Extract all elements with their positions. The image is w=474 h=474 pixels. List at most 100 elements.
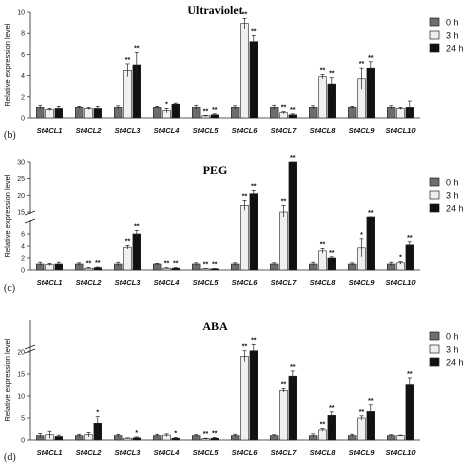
panel-label: (d) (4, 452, 16, 463)
category-label-st4cl4: St4CL4 (154, 448, 181, 457)
significance-mark: ** (281, 198, 287, 205)
bar-st4cl6-s2 (240, 23, 249, 119)
y-tick-label: 30 (17, 160, 25, 167)
y-tick-label: 15 (17, 372, 25, 379)
chart-panel-peg: 0 2 4 6 15 20 25 30 Relative expression level PEG… (3, 155, 464, 294)
significance-mark: ** (95, 260, 101, 267)
significance-mark: * (174, 430, 177, 437)
bar-st4cl8-s3 (327, 415, 336, 441)
category-label-st4cl3: St4CL3 (115, 126, 142, 135)
category-label-st4cl8: St4CL8 (310, 448, 337, 457)
significance-mark: * (360, 232, 363, 239)
bar-st4cl9-s3 (366, 216, 375, 271)
axis-break-mark (24, 218, 36, 224)
y-tick-label: 25 (17, 176, 25, 183)
panel-title: ABA (202, 319, 228, 333)
significance-mark: ** (251, 28, 257, 35)
bar-st4cl7-s3 (288, 375, 297, 441)
significance-mark: ** (251, 337, 257, 344)
legend-swatch-2 (429, 190, 440, 200)
category-label-st4cl6: St4CL6 (232, 448, 259, 457)
significance-mark: ** (212, 430, 218, 437)
category-label-st4cl3: St4CL3 (115, 448, 142, 457)
y-tick-label: 5 (21, 416, 25, 423)
axis-break-mark (24, 344, 36, 350)
y-tick-label: 10 (17, 10, 25, 17)
y-tick-label: 20 (17, 350, 25, 357)
y-tick-label: 8 (21, 31, 25, 38)
category-label-st4cl6: St4CL6 (232, 126, 259, 135)
legend-label-2: 3 h (446, 345, 459, 355)
y-tick-label: 0 (21, 438, 25, 445)
bar-st4cl10-s2 (396, 108, 405, 119)
category-label-st4cl7: St4CL7 (271, 126, 298, 135)
y-tick-label: 0 (21, 268, 25, 275)
significance-mark: ** (359, 409, 365, 416)
significance-mark: ** (125, 57, 131, 64)
y-tick-label: 2 (21, 256, 25, 263)
significance-mark: ** (212, 262, 218, 269)
category-label-st4cl4: St4CL4 (154, 126, 181, 135)
category-label-st4cl9: St4CL9 (349, 448, 376, 457)
bar-st4cl1-s2 (45, 109, 54, 119)
category-label-st4cl6: St4CL6 (232, 278, 259, 287)
y-axis-label: Relative expression level (3, 174, 12, 257)
significance-mark: ** (242, 344, 248, 351)
significance-mark: ** (251, 183, 257, 190)
bar-st4cl8-s2 (318, 76, 327, 119)
legend-swatch-1 (429, 17, 440, 27)
bar-st4cl3-s3 (132, 233, 141, 271)
bar-st4cl3-s2 (123, 70, 132, 119)
legend-label-1: 0 h (446, 18, 459, 28)
axis-break-mark (24, 210, 36, 216)
bar-st4cl10-s3 (405, 244, 414, 271)
category-label-st4cl2: St4CL2 (76, 278, 103, 287)
significance-mark: ** (134, 223, 140, 230)
legend-label-3: 24 h (446, 358, 464, 368)
bar-st4cl2-s1 (75, 107, 84, 119)
significance-mark: ** (281, 382, 287, 389)
significance-mark: ** (242, 193, 248, 200)
bar-st4cl8-s2 (318, 250, 327, 271)
category-label-st4cl8: St4CL8 (310, 126, 337, 135)
bar-st4cl6-s3 (249, 350, 258, 441)
significance-mark: ** (329, 71, 335, 78)
bar-st4cl10-s2 (396, 435, 405, 441)
bar-st4cl6-s3 (249, 193, 258, 271)
significance-mark: ** (242, 11, 248, 18)
significance-mark: ** (125, 238, 131, 245)
legend-swatch-1 (429, 177, 440, 187)
bar-st4cl8-s2 (318, 429, 327, 441)
significance-mark: ** (290, 155, 296, 162)
category-label-st4cl10: St4CL10 (385, 448, 416, 457)
bar-st4cl6-s3 (249, 41, 258, 119)
legend-swatch-2 (429, 30, 440, 40)
significance-mark: * (96, 410, 99, 417)
category-label-st4cl1: St4CL1 (37, 126, 63, 135)
significance-mark: ** (320, 241, 326, 248)
category-label-st4cl5: St4CL5 (193, 126, 220, 135)
legend-swatch-2 (429, 344, 440, 354)
category-label-st4cl1: St4CL1 (37, 278, 63, 287)
category-label-st4cl4: St4CL4 (154, 278, 181, 287)
category-label-st4cl9: St4CL9 (349, 278, 376, 287)
category-label-st4cl7: St4CL7 (271, 448, 298, 457)
significance-mark: ** (173, 261, 179, 268)
y-tick-label: 6 (21, 232, 25, 239)
panel-title: PEG (203, 163, 228, 177)
y-axis-label: Relative expression level (3, 23, 12, 106)
significance-mark: ** (368, 55, 374, 62)
significance-mark: ** (329, 250, 335, 257)
legend-swatch-3 (429, 357, 440, 367)
significance-mark: ** (407, 371, 413, 378)
legend-label-3: 24 h (446, 44, 464, 54)
legend-swatch-3 (429, 203, 440, 213)
category-label-st4cl5: St4CL5 (193, 278, 220, 287)
y-tick-label: 20 (17, 193, 25, 200)
category-label-st4cl7: St4CL7 (271, 278, 298, 287)
y-tick-label: 4 (21, 244, 25, 251)
panel-label: (b) (4, 130, 16, 141)
significance-mark: ** (368, 398, 374, 405)
bar-st4cl4-s1 (153, 263, 162, 271)
significance-mark: ** (203, 108, 209, 115)
